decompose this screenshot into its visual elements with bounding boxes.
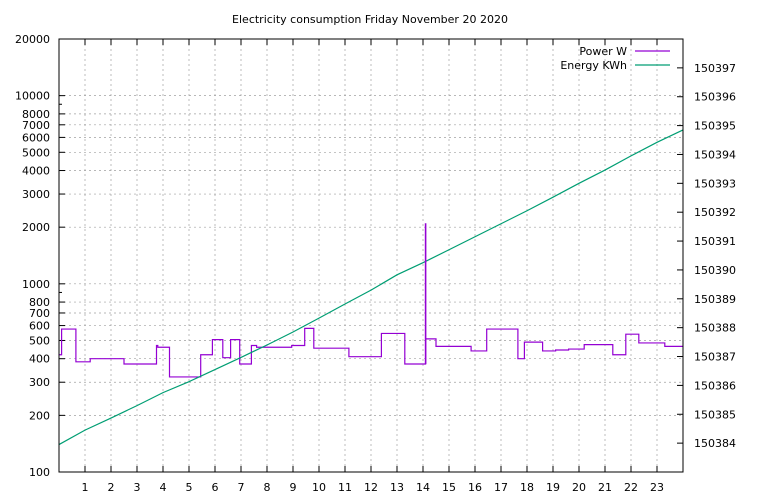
x-tick-label: 14 [416,481,430,494]
y-left-tick-label: 400 [29,353,50,366]
x-tick-label: 15 [442,481,456,494]
x-tick-label: 6 [212,481,219,494]
y-left-tick-label: 4000 [22,165,50,178]
y-right-tick-label: 150388 [694,322,736,335]
y-right-tick-label: 150386 [694,379,736,392]
y-left-tick-label: 3000 [22,188,50,201]
grid-layer [59,38,683,473]
y-left-tick-label: 7000 [22,119,50,132]
y-left-tick-label: 800 [29,296,50,309]
x-tick-label: 8 [264,481,271,494]
y-left-tick-label: 200 [29,409,50,422]
plot-frame [58,38,684,473]
y-right-tick-label: 150389 [694,293,736,306]
series-layer [58,129,684,446]
y-right-tick-label: 150387 [694,351,736,364]
x-tick-label: 18 [520,481,534,494]
y-right-tick-label: 150385 [694,408,736,421]
y-left-tick-label: 20000 [15,33,50,46]
series-line-energy [58,129,684,446]
y-right-tick-label: 150392 [694,206,736,219]
y-right-tick-label: 150384 [694,437,736,450]
y-left-tick-label: 5000 [22,146,50,159]
x-tick-label: 11 [338,481,352,494]
y-right-tick-label: 150390 [694,264,736,277]
y-left-tick-label: 6000 [22,131,50,144]
y-right-tick-label: 150397 [694,62,736,75]
x-tick-label: 17 [494,481,508,494]
x-tick-label: 10 [312,481,326,494]
x-tick-label: 22 [624,481,638,494]
y-right-tick-label: 150393 [694,177,736,190]
y-right-tick-label: 150395 [694,120,736,133]
y-left-tick-label: 8000 [22,108,50,121]
x-tick-label: 5 [186,481,193,494]
y-right-tick-label: 150394 [694,148,736,161]
x-tick-label: 21 [598,481,612,494]
y-left-tick-label: 500 [29,334,50,347]
x-tick-label: 12 [364,481,378,494]
x-tick-label: 2 [108,481,115,494]
y-left-tick-label: 700 [29,307,50,320]
y-left-tick-label: 100 [29,466,50,479]
y-left-tick-label: 300 [29,376,50,389]
y-left-tick-label: 10000 [15,90,50,103]
legend-label-power: Power W [579,45,627,58]
y-right-tick-label: 150391 [694,235,736,248]
x-tick-label: 23 [650,481,664,494]
x-tick-label: 1 [82,481,89,494]
x-tick-label: 20 [572,481,586,494]
x-tick-label: 9 [290,481,297,494]
x-tick-label: 16 [468,481,482,494]
y-right-tick-label: 150396 [694,91,736,104]
y-left-tick-label: 2000 [22,221,50,234]
y-left-tick-label: 600 [29,320,50,333]
x-tick-label: 4 [160,481,167,494]
legend-label-energy: Energy KWh [560,59,627,72]
x-tick-label: 13 [390,481,404,494]
x-tick-label: 19 [546,481,560,494]
y-left-tick-label: 1000 [22,278,50,291]
chart-title: Electricity consumption Friday November … [232,13,508,26]
ticks-layer: 1 2 3 4 5 6 7 8 9 10 11 12 13 14 15 16 17 18 19 20 21 22 23100… [15,33,736,494]
x-tick-label: 3 [134,481,141,494]
x-tick-label: 7 [238,481,245,494]
